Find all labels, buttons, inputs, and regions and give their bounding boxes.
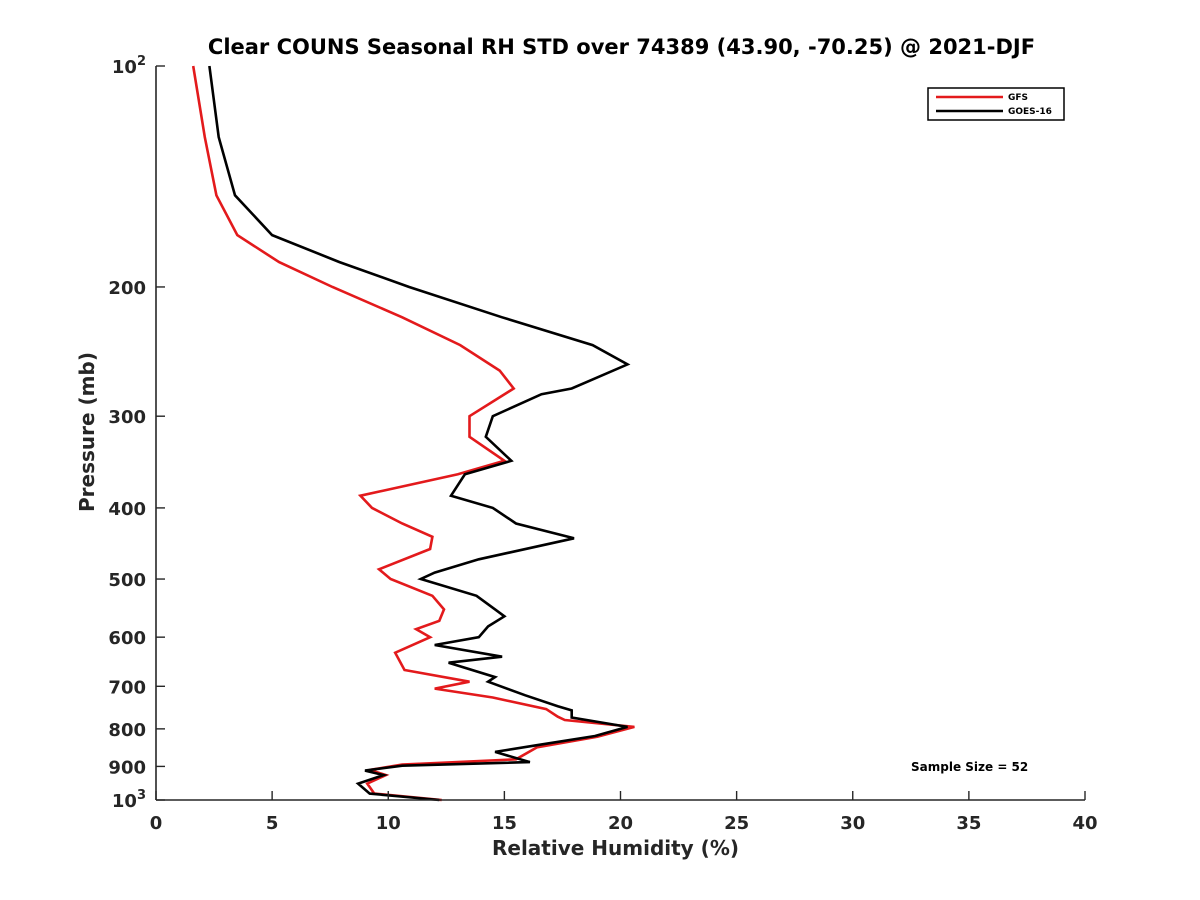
series-line-gfs — [191, 65, 635, 802]
y-axis-title: Pressure (mb) — [75, 352, 99, 512]
x-tick-label: 0 — [150, 813, 163, 834]
sample-size-annotation: Sample Size = 52 — [911, 760, 1028, 774]
x-axis-title: Relative Humidity (%) — [492, 836, 739, 860]
y-tick-label: 600 — [108, 628, 146, 649]
x-tick-label: 5 — [266, 813, 279, 834]
plot-area — [156, 66, 1085, 800]
y-tick-label: 800 — [108, 720, 146, 741]
x-tick-label: 15 — [492, 813, 517, 834]
legend-label-goes-16: GOES-16 — [1008, 107, 1052, 117]
legend-label-gfs: GFS — [1008, 93, 1028, 103]
series-line-goes-16 — [208, 65, 631, 802]
x-tick-label: 30 — [840, 813, 865, 834]
y-tick-label: 102 — [112, 54, 146, 78]
y-tick-label: 200 — [108, 278, 146, 299]
x-tick-label: 10 — [376, 813, 401, 834]
y-ticks: 102 200 300 400 500 600 700 800 900 103 — [108, 54, 165, 812]
legend-box — [927, 87, 1065, 121]
series-layer — [191, 65, 635, 802]
legend: GFS GOES-16 — [927, 87, 1065, 121]
y-tick-label: 400 — [108, 499, 146, 520]
x-tick-label: 35 — [956, 813, 981, 834]
x-tick-label: 40 — [1072, 813, 1097, 834]
y-tick-label: 500 — [108, 570, 146, 591]
y-tick-label: 900 — [108, 757, 146, 778]
y-tick-label: 300 — [108, 407, 146, 428]
chart-title: Clear COUNS Seasonal RH STD over 74389 (… — [208, 35, 1035, 59]
x-tick-label: 25 — [724, 813, 749, 834]
x-ticks: 0 5 10 15 20 25 30 35 40 — [150, 791, 1098, 834]
y-tick-label: 103 — [112, 788, 146, 812]
x-tick-label: 20 — [608, 813, 633, 834]
y-tick-label: 700 — [108, 677, 146, 698]
